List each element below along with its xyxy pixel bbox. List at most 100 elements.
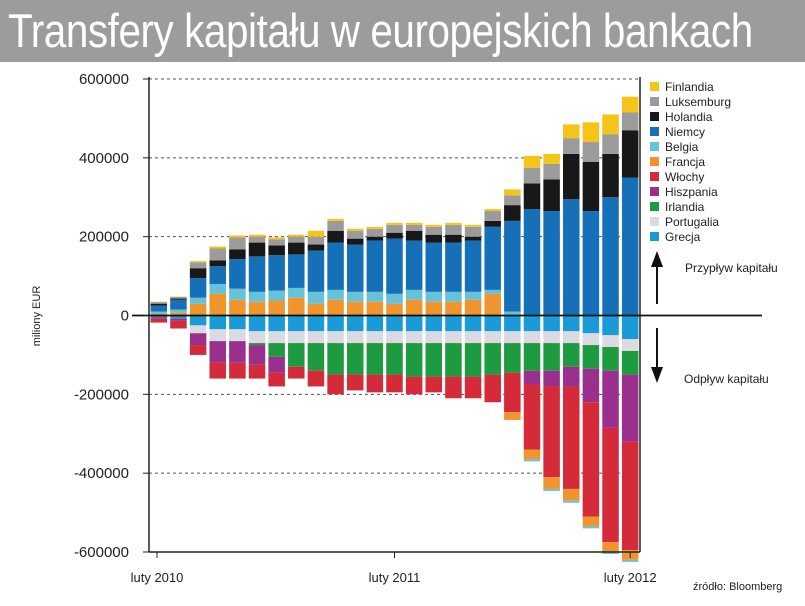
bar-segment-niemcy (425, 242, 443, 292)
bar-segment-belgia (209, 283, 226, 294)
bar-segment-finlandia (229, 235, 246, 238)
bar-segment-finlandia (268, 237, 285, 240)
bar-segment-holandia (229, 249, 246, 260)
bar-segment-portugalia (229, 329, 246, 342)
bar-segment-niemcy (464, 240, 482, 292)
y-axis-label: miliony EUR (31, 286, 43, 347)
bar-segment-luksemburg (602, 134, 619, 154)
bar-segment-holandia (602, 153, 619, 198)
bar-segment-finlandia (386, 222, 403, 225)
bar-segment-hiszpania (150, 317, 168, 319)
bar-segment-finlandia (307, 230, 325, 237)
bar-segment-finlandia (189, 261, 207, 263)
bar-segment-francja (288, 297, 305, 316)
bar-segment-holandia (582, 161, 600, 212)
bar-segment-włochy (327, 374, 344, 395)
bar-segment-holandia (170, 298, 187, 300)
bar-segment-włochy (543, 386, 560, 478)
bar-segment-finlandia (464, 224, 482, 227)
bar-segment-finlandia (445, 222, 462, 225)
bar-segment-włochy (288, 366, 305, 379)
bar-segment-niemcy (209, 266, 226, 284)
bar-segment-niemcy (327, 242, 344, 290)
bar-segment-hiszpania (209, 341, 226, 363)
bar-segment-holandia (563, 153, 580, 200)
bar-segment-grecja (229, 315, 246, 330)
legend-swatch (650, 142, 659, 151)
bar-segment-belgia (621, 559, 639, 562)
bar-segment-francja (523, 449, 541, 460)
bar-segment-francja (268, 300, 285, 316)
chart-title: Transfery kapitału w europejskich bankac… (8, 4, 753, 57)
bar-segment-portugalia (346, 331, 364, 344)
bar-segment-irlandia (346, 343, 364, 375)
bar-segment-hiszpania (523, 370, 541, 385)
bar-segment-włochy (464, 376, 482, 399)
bar-segment-niemcy (602, 197, 619, 316)
y-tick-label: -400000 (74, 465, 129, 482)
bar-segment-francja (484, 293, 501, 316)
legend-item: Grecja (650, 230, 701, 244)
legend-item: Irlandia (650, 200, 705, 214)
bar-segment-hiszpania (268, 356, 285, 373)
bar-segment-luksemburg (484, 211, 501, 221)
legend-swatch (650, 232, 659, 241)
bar-segment-luksemburg (366, 228, 384, 237)
bar-segment-grecja (445, 315, 462, 332)
bar-segment-włochy (563, 386, 580, 489)
bar-segment-francja (327, 299, 344, 316)
outflow-arrow-head (651, 367, 663, 383)
bar-segment-irlandia (621, 350, 639, 375)
bar-segment-belgia (248, 291, 266, 302)
bar-segment-hiszpania (621, 374, 639, 442)
legend-swatch (650, 127, 659, 136)
bar-segment-belgia (602, 552, 619, 554)
bar-segment-luksemburg (563, 138, 580, 154)
bar-segment-hiszpania (543, 370, 560, 387)
bar-segment-hiszpania (602, 370, 619, 428)
bar-segment-holandia (307, 244, 325, 251)
bar-segment-finlandia (366, 226, 384, 229)
bar-segment-niemcy (484, 226, 501, 290)
bar-segment-finlandia (504, 189, 521, 196)
bar-segment-luksemburg (425, 226, 443, 235)
bar-segment-portugalia (582, 333, 600, 346)
bar-segment-luksemburg (209, 248, 226, 261)
bar-segment-belgia (563, 500, 580, 503)
bar-segment-niemcy (189, 278, 207, 298)
bar-segment-hiszpania (170, 318, 187, 321)
bar-segment-portugalia (209, 329, 226, 342)
bar-segment-belgia (170, 309, 187, 313)
bar-segment-portugalia (425, 331, 443, 344)
bar-segment-francja (386, 303, 403, 316)
bar-segment-grecja (504, 315, 521, 332)
bar-segment-hiszpania (248, 345, 266, 365)
x-tick-label: luty 2011 (369, 570, 421, 585)
bar-segment-belgia (425, 291, 443, 302)
legend-swatch (650, 202, 659, 211)
bar-segment-francja (209, 293, 226, 316)
bar-segment-holandia (621, 130, 639, 178)
bar-segment-holandia (464, 236, 482, 241)
legend-item: Portugalia (650, 215, 719, 229)
bar-segment-niemcy (582, 211, 600, 316)
bar-segment-belgia (582, 526, 600, 529)
bar-segment-francja (366, 301, 384, 316)
bar-segment-niemcy (523, 209, 541, 316)
bar-segment-włochy (621, 441, 639, 551)
bar-segment-belgia (504, 311, 521, 316)
bar-segment-belgia (307, 291, 325, 304)
bar-segment-portugalia (327, 331, 344, 344)
bar-segment-portugalia (288, 331, 305, 344)
bar-segment-holandia (425, 234, 443, 243)
bar-segment-belgia (268, 290, 285, 301)
bar-segment-holandia (288, 242, 305, 255)
bar-segment-luksemburg (229, 237, 246, 250)
bar-segment-francja (543, 477, 560, 489)
bar-segment-włochy (189, 345, 207, 355)
bar-segment-francja (602, 542, 619, 552)
bar-segment-luksemburg (288, 236, 305, 243)
bar-segment-francja (346, 301, 364, 316)
bar-segment-portugalia (543, 331, 560, 344)
bar-segment-irlandia (288, 343, 305, 367)
